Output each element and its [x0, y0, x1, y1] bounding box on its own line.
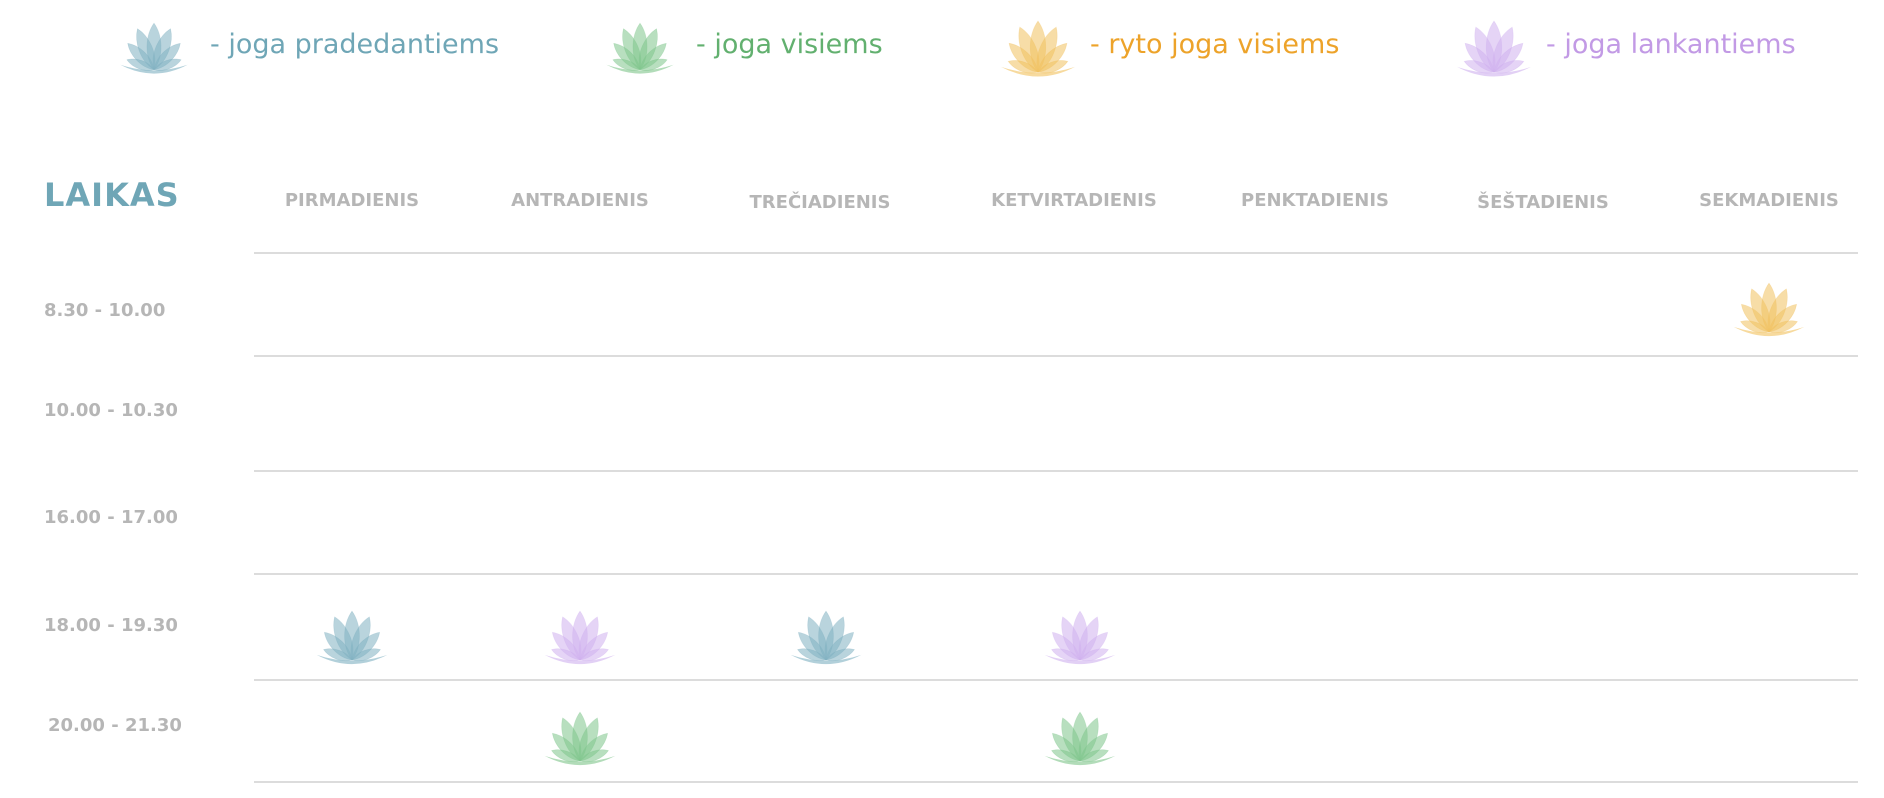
legend-label: - joga visiems: [696, 28, 883, 60]
day-header-sestadienis: ŠEŠTADIENIS: [1477, 192, 1609, 213]
lotus-icon: [1044, 610, 1116, 665]
lotus-icon: [544, 610, 616, 665]
time-label: 8.30 - 10.00: [44, 300, 166, 321]
day-header-pirmadienis: PIRMADIENIS: [284, 190, 420, 211]
table-divider: [254, 781, 1858, 783]
day-header-ketvirtadienis: KETVIRTADIENIS: [991, 190, 1157, 211]
time-column-header: LAIKAS: [44, 176, 180, 214]
day-header-penktadienis: PENKTADIENIS: [1241, 190, 1389, 211]
lotus-icon: [544, 711, 616, 766]
lotus-icon: [316, 610, 388, 665]
legend-label: - ryto joga visiems: [1090, 28, 1340, 60]
lotus-icon: [1457, 20, 1531, 77]
table-divider: [254, 679, 1858, 681]
legend-item-lankantiems: - joga lankantiems: [1450, 4, 1796, 84]
day-header-sekmadienis: SEKMADIENIS: [1699, 190, 1839, 211]
legend-label: - joga pradedantiems: [210, 28, 500, 60]
lotus-icon: [1001, 20, 1075, 77]
time-label: 18.00 - 19.30: [44, 615, 178, 636]
legend-label: - joga lankantiems: [1546, 28, 1796, 60]
table-divider: [254, 573, 1858, 575]
time-label: 16.00 - 17.00: [44, 507, 178, 528]
day-header-antradienis: ANTRADIENIS: [511, 190, 649, 211]
lotus-icon: [790, 610, 862, 665]
lotus-icon: [606, 22, 674, 74]
table-divider: [254, 252, 1858, 254]
legend-item-visiems: - joga visiems: [600, 4, 883, 84]
time-label: 20.00 - 21.30: [48, 715, 182, 736]
lotus-icon: [1733, 282, 1805, 337]
legend-item-pradedantiems: - joga pradedantiems: [114, 4, 499, 84]
lotus-icon: [1044, 711, 1116, 766]
lotus-icon: [120, 22, 188, 74]
table-divider: [254, 355, 1858, 357]
legend-item-ryto: - ryto joga visiems: [994, 4, 1339, 84]
day-header-treciadienis: TREČIADIENIS: [749, 192, 891, 213]
time-label: 10.00 - 10.30: [44, 400, 178, 421]
table-divider: [254, 470, 1858, 472]
